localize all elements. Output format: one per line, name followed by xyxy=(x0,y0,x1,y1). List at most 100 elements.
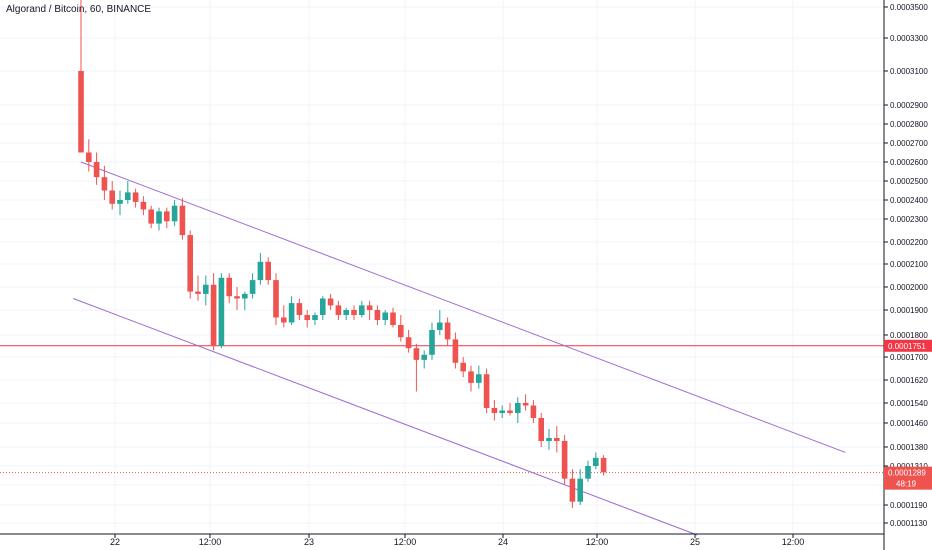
channel-trendline[interactable] xyxy=(73,298,698,536)
candle xyxy=(226,273,232,304)
candle xyxy=(140,196,147,216)
candle-body xyxy=(343,310,349,315)
candle xyxy=(491,400,498,421)
candle xyxy=(554,426,560,453)
candle-body xyxy=(577,478,583,502)
y-tick-label: 0.0001620 xyxy=(890,376,928,385)
candle-body xyxy=(257,261,264,281)
candle xyxy=(382,310,388,325)
candle-body xyxy=(452,339,459,363)
candle xyxy=(600,455,607,476)
candle xyxy=(569,469,576,508)
candle xyxy=(164,207,170,229)
candlesticks xyxy=(78,0,607,508)
candle xyxy=(483,368,490,413)
y-tick-label: 0.0001130 xyxy=(890,519,928,528)
candle xyxy=(507,403,513,416)
candle-body xyxy=(437,322,443,330)
candle xyxy=(218,273,225,349)
channel-trendlines xyxy=(73,161,846,536)
candle xyxy=(125,181,131,204)
candle-body xyxy=(132,192,139,202)
candle-body xyxy=(320,298,326,315)
candle-body xyxy=(359,305,365,315)
x-tick-label: 12:00 xyxy=(199,537,222,547)
last-price-label: 0.0001289 xyxy=(888,469,926,478)
candle xyxy=(374,305,381,325)
candle-body xyxy=(78,71,84,153)
candle xyxy=(242,291,248,310)
candle xyxy=(460,357,466,378)
x-tick-label: 12:00 xyxy=(782,537,805,547)
candle-body xyxy=(242,293,248,299)
candle xyxy=(327,293,334,310)
candle xyxy=(429,322,435,360)
candle xyxy=(351,305,357,320)
x-tick-label: 23 xyxy=(304,537,314,547)
candle xyxy=(577,469,583,505)
candle-body xyxy=(382,312,388,320)
y-tick-label: 0.0002700 xyxy=(890,139,928,148)
candle-body xyxy=(499,410,505,413)
candle-body xyxy=(249,280,256,294)
last-price-tag xyxy=(884,466,932,490)
candle xyxy=(156,207,162,231)
candle-body xyxy=(171,205,178,222)
x-tick-label: 25 xyxy=(690,537,700,547)
candle-body xyxy=(351,310,357,315)
candle-body xyxy=(117,200,123,204)
candle xyxy=(179,198,186,240)
candle-body xyxy=(460,362,466,372)
candle xyxy=(476,365,482,389)
candle-body xyxy=(93,162,100,178)
candle xyxy=(390,307,396,328)
chart-title: Algorand / Bitcoin, 60, BINANCE xyxy=(6,4,152,15)
candle-body xyxy=(164,211,170,222)
candle-body xyxy=(304,315,310,320)
candle-body xyxy=(476,374,482,383)
candle-body xyxy=(195,291,201,294)
candle-body xyxy=(335,305,342,315)
candle-body xyxy=(569,478,576,502)
candle-body xyxy=(156,211,162,224)
candle-body xyxy=(468,371,474,383)
candle xyxy=(132,188,139,208)
candle-body xyxy=(101,177,108,191)
y-tick-label: 0.0002500 xyxy=(890,177,928,186)
candle xyxy=(195,275,201,301)
x-tick-label: 12:00 xyxy=(586,537,609,547)
candle-body xyxy=(483,374,490,408)
y-tick-label: 0.0003500 xyxy=(890,3,928,12)
candle-body xyxy=(109,190,115,204)
candle-body xyxy=(218,277,225,346)
candle-body xyxy=(554,438,560,441)
candle xyxy=(585,460,591,482)
candle xyxy=(265,257,271,285)
candle-body xyxy=(312,315,318,320)
candle xyxy=(413,343,420,392)
candle xyxy=(522,394,529,411)
candle xyxy=(546,429,552,450)
candle-body xyxy=(561,441,568,479)
candle-body xyxy=(515,403,521,413)
candle-body xyxy=(366,305,373,310)
candle xyxy=(320,296,326,320)
candle xyxy=(109,181,115,210)
y-tick-label: 0.0002100 xyxy=(890,260,928,269)
candle xyxy=(312,312,318,325)
x-tick-label: 24 xyxy=(498,537,508,547)
candle xyxy=(148,205,154,229)
y-tick-label: 0.0002900 xyxy=(890,101,928,110)
candle-body xyxy=(593,457,599,466)
channel-trendline[interactable] xyxy=(80,161,846,453)
y-tick-label: 0.0001800 xyxy=(890,331,928,340)
candle-body xyxy=(585,466,591,479)
candle xyxy=(187,230,193,299)
candle xyxy=(561,435,568,485)
candle xyxy=(249,273,256,299)
candle-body xyxy=(265,261,271,281)
candle xyxy=(257,253,264,285)
candle-body xyxy=(273,280,279,318)
